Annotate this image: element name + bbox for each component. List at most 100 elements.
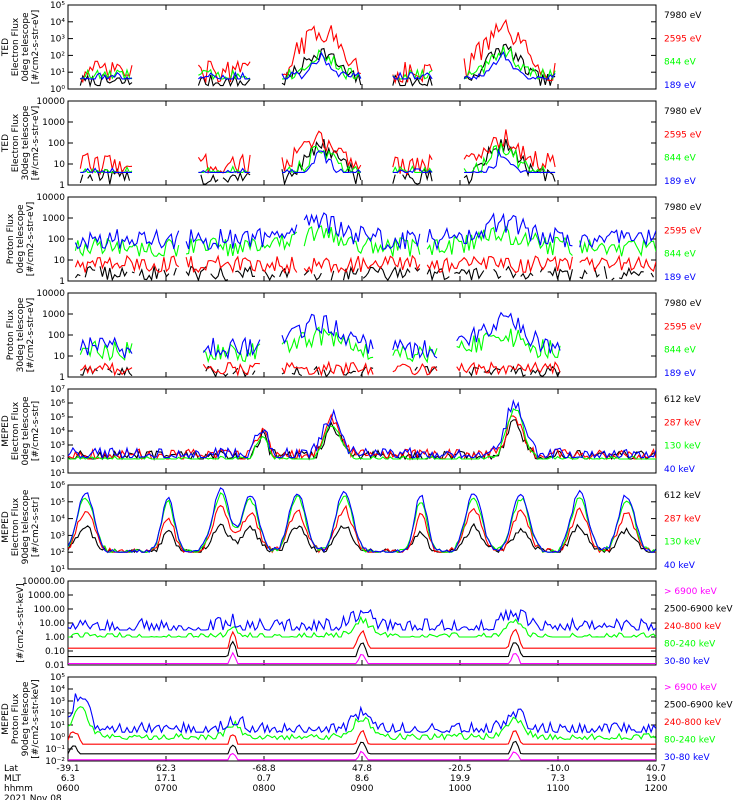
y-axis-label: [#/cm2-s-str-eV] [31, 106, 41, 181]
legend-entry: 844 eV [664, 58, 697, 68]
y-tick-label: 1000 [42, 214, 65, 224]
y-tick-label: 10¹ [50, 721, 65, 731]
y-tick-label: 0.10 [45, 647, 65, 657]
footer-tick-lat: -68.8 [252, 764, 276, 774]
y-tick-label: 10 [54, 256, 66, 266]
y-axis-label: Electron Flux [11, 17, 21, 76]
legend-entry: > 6900 keV [664, 587, 718, 597]
series-line-2595-ev [80, 360, 561, 377]
plot-area [79, 18, 556, 88]
y-tick-label: 10⁴ [50, 515, 65, 525]
footer-tick-hhmm: 0900 [351, 784, 374, 794]
footer-tick-lat: -20.5 [448, 764, 471, 774]
footer-tick-mlt: 0.7 [257, 774, 271, 784]
panel-4: 1 10 100 1000 10000 Proton Flux 30deg telescop… [6, 289, 702, 383]
y-tick-label: 100 [48, 235, 65, 245]
legend-entry: 844 eV [664, 346, 697, 356]
legend-entry: 7980 eV [664, 203, 702, 213]
series-line-7980-ev [74, 265, 654, 281]
y-axis-label: [#/cm2-s-str-keV] [16, 583, 26, 662]
footer-tick-hhmm: 0600 [57, 784, 80, 794]
footer-tick-hhmm: 1100 [547, 784, 570, 794]
y-axis-label: 0deg telescope [21, 12, 31, 82]
y-axis-label: 0deg telescope [16, 204, 26, 274]
y-axis-label: MEPED [1, 415, 11, 447]
series-line-189-ev [80, 148, 556, 174]
y-tick-label: 10⁷ [50, 385, 65, 395]
y-tick-label: 10000 [36, 97, 65, 107]
panel-1: 10⁰ 10¹ 10² 10³ 10⁴ 10⁵ TED Electron Flux 0deg t… [1, 1, 702, 95]
legend-entry: 287 keV [664, 514, 701, 524]
footer-tick-lat: 47.8 [352, 764, 372, 774]
panel-8: 10⁻² 10⁻¹ 10⁰ 10¹ 10² 10³ 10⁴ 10⁵ MEPED Proton Fl… [1, 673, 733, 767]
legend-entry: 844 eV [664, 250, 697, 260]
y-axis-label: 30deg telescope [21, 105, 31, 180]
y-tick-label: 10000.00 [22, 577, 65, 587]
y-tick-label: 1 [59, 373, 65, 383]
series-line-189-ev [79, 311, 561, 360]
legend-entry: 30-80 keV [664, 657, 710, 667]
y-tick-label: 10¹ [50, 469, 65, 479]
panel-6: 10¹ 10² 10³ 10⁴ 10⁵ 10⁶ MEPED Electron Flux 90de… [1, 481, 701, 575]
legend-entry: 2595 eV [664, 226, 702, 236]
footer-tick-hhmm: 0800 [253, 784, 276, 794]
y-tick-label: 1000 [42, 118, 65, 128]
series-line-844-ev [80, 142, 556, 174]
footer-tick-hhmm: 1000 [449, 784, 472, 794]
y-axis-label: Electron Flux [11, 497, 21, 556]
legend-entry: 240-800 keV [664, 718, 722, 728]
y-tick-label: 1 [59, 181, 65, 191]
footer-row-label: MLT [4, 774, 22, 784]
legend-entry: 7980 eV [664, 11, 702, 21]
series-line--6900-kev [68, 750, 656, 761]
plot-area [68, 693, 656, 761]
plot-area [79, 311, 561, 377]
plot-area [68, 487, 656, 554]
y-axis-label: 90deg telescope [21, 489, 31, 564]
y-tick-label: 10⁰ [50, 85, 65, 95]
legend-entry: 240-800 keV [664, 622, 722, 632]
panel-3: 1 10 100 1000 10000 Proton Flux 0deg telescope… [6, 193, 702, 287]
series-line-240-800-kev [68, 729, 656, 745]
legend-entry: 40 keV [664, 561, 696, 571]
footer-tick-lat: 40.7 [646, 764, 666, 774]
footer-tick-lat: -39.1 [56, 764, 79, 774]
legend-entry: 189 eV [664, 273, 697, 283]
footer-tick-mlt: 19.0 [646, 774, 666, 784]
y-axis-label: [#/cm2-s-str] [31, 401, 41, 461]
legend-entry: 189 eV [664, 369, 697, 379]
y-axis-label: TED [1, 38, 11, 57]
legend-entry: 612 keV [664, 491, 701, 501]
plot-area [68, 399, 656, 461]
y-tick-label: 10² [50, 709, 65, 719]
y-tick-label: 10.00 [39, 619, 65, 629]
footer-tick-hhmm: 0700 [155, 784, 178, 794]
legend-entry: 2595 eV [664, 130, 702, 140]
series-line-844-ev [79, 326, 561, 364]
legend-entry: 80-240 keV [664, 640, 716, 650]
plot-area [79, 129, 556, 185]
y-tick-label: 10⁴ [50, 18, 65, 28]
legend-entry: 80-240 keV [664, 736, 716, 746]
y-axis-label: MEPED [1, 511, 11, 543]
legend-entry: 7980 eV [664, 107, 702, 117]
footer-tick-mlt: 7.3 [551, 774, 565, 784]
footer-row-label: Lat [4, 764, 19, 774]
y-tick-label: 100 [48, 139, 65, 149]
legend-entry: 2595 eV [664, 34, 702, 44]
y-tick-label: 1.00 [45, 633, 65, 643]
y-tick-label: 1 [59, 277, 65, 287]
y-tick-label: 10³ [50, 441, 65, 451]
series-line-30-80-kev [68, 693, 656, 735]
y-axis-label: [#/cm2-s-str-eV] [26, 298, 36, 373]
series-line-189-ev [80, 51, 556, 81]
y-tick-label: 10⁰ [50, 733, 65, 743]
series-line-844-ev [74, 225, 656, 257]
panel-7: 0.01 0.10 1.00 10.00 100.00 1000.00 10000.00[#… [16, 577, 733, 671]
series-line-40-kev [68, 399, 656, 460]
y-axis-label: Electron Flux [11, 113, 21, 172]
series-line-2595-ev [79, 18, 556, 85]
footer-tick-mlt: 19.9 [450, 774, 470, 784]
